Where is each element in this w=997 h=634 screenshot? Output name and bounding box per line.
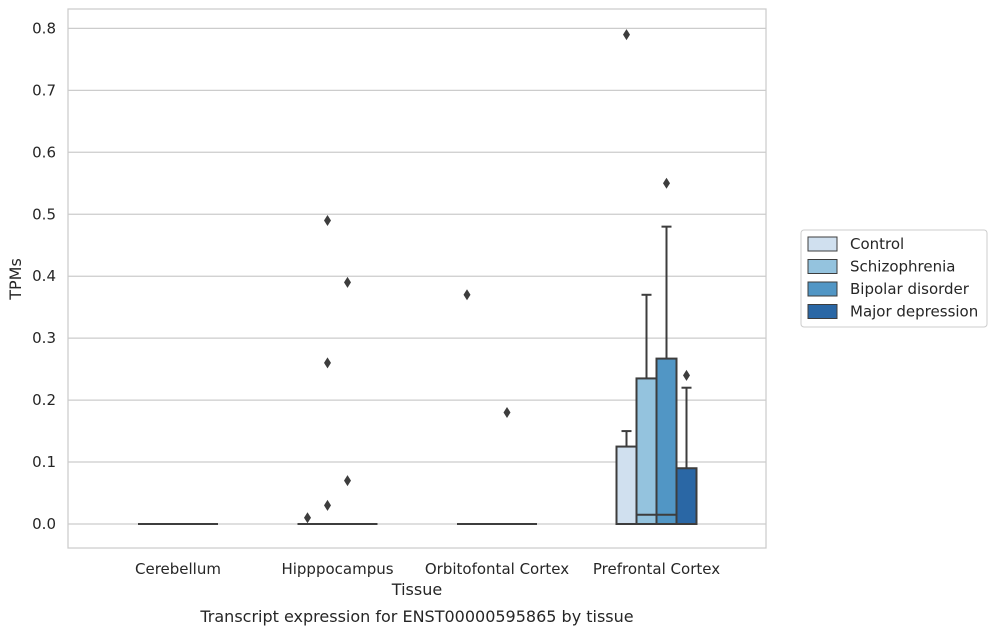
y-tick-label: 0.2 bbox=[32, 391, 56, 409]
y-axis-label: TPMs bbox=[6, 258, 25, 301]
outlier-point bbox=[623, 29, 630, 41]
legend-swatch bbox=[807, 259, 838, 274]
box-body bbox=[615, 445, 638, 525]
outlier-point bbox=[304, 512, 311, 524]
x-axis-label: Tissue bbox=[391, 580, 442, 599]
box-control bbox=[615, 430, 638, 525]
outlier-point bbox=[463, 289, 471, 301]
box-body bbox=[635, 377, 658, 526]
y-tick-label: 0.6 bbox=[32, 143, 56, 161]
box-body bbox=[675, 467, 698, 525]
legend-label: Major depression bbox=[850, 303, 978, 321]
legend-frame bbox=[800, 229, 988, 328]
y-tick-label: 0.4 bbox=[32, 267, 56, 285]
legend-label: Schizophrenia bbox=[850, 258, 955, 276]
x-tick-label: Prefrontal Cortex bbox=[593, 560, 720, 578]
y-tick-labels: 0.0 0.1 0.2 0.3 0.4 0.5 0.6 0.7 0.8 bbox=[32, 19, 56, 533]
y-tick-label: 0.5 bbox=[32, 205, 56, 223]
x-tick-label: Orbitofontal Cortex bbox=[425, 560, 569, 578]
plot-frame bbox=[67, 8, 767, 549]
outlier-marks bbox=[304, 29, 690, 524]
legend-swatch bbox=[807, 281, 838, 297]
outlier-point bbox=[344, 475, 351, 487]
legend-label: Bipolar disorder bbox=[850, 280, 970, 298]
y-tick-label: 0.0 bbox=[32, 515, 56, 533]
outlier-point bbox=[324, 214, 331, 226]
legend-label: Control bbox=[850, 235, 904, 253]
outlier-point bbox=[503, 406, 511, 418]
box-body bbox=[655, 357, 678, 525]
box-bipolar-disorder bbox=[655, 225, 678, 525]
y-tick-label: 0.3 bbox=[32, 329, 56, 347]
chart-caption: Transcript expression for ENST0000059586… bbox=[199, 607, 633, 626]
y-tick-label: 0.1 bbox=[32, 453, 56, 471]
outlier-point bbox=[663, 177, 670, 189]
box-marks bbox=[138, 225, 698, 526]
legend-swatch bbox=[807, 304, 838, 319]
box-major-depression bbox=[675, 386, 698, 525]
outlier-point bbox=[683, 369, 690, 381]
x-tick-label: Cerebellum bbox=[135, 560, 221, 578]
legend: Control Schizophrenia Bipolar disorder Majo… bbox=[800, 229, 988, 328]
outlier-point bbox=[324, 357, 331, 369]
x-tick-labels: Cerebellum Hipppocampus Orbitofontal Corte… bbox=[135, 560, 720, 578]
x-tick-label: Hipppocampus bbox=[281, 560, 393, 578]
outlier-point bbox=[324, 499, 331, 511]
outlier-point bbox=[344, 276, 351, 288]
y-tick-label: 0.7 bbox=[32, 81, 56, 99]
y-tick-label: 0.8 bbox=[32, 19, 56, 37]
legend-swatch bbox=[807, 236, 838, 252]
